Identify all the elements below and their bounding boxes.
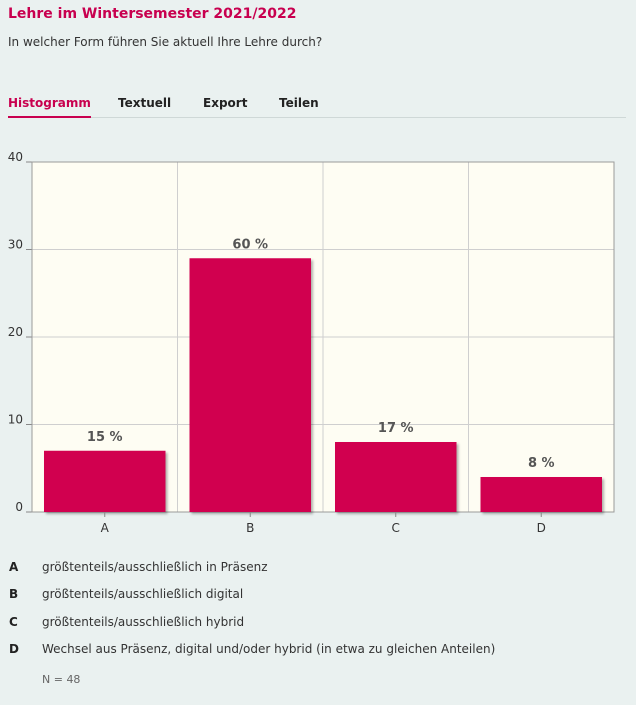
bar-data-label: 60 % — [232, 237, 268, 252]
bar — [189, 258, 311, 512]
y-tick-label: 20 — [8, 325, 23, 339]
bar — [480, 477, 602, 512]
bar — [335, 442, 457, 512]
y-tick-label: 10 — [8, 413, 23, 427]
legend-key: A — [9, 560, 19, 574]
tab-textuell[interactable]: Textuell — [118, 96, 172, 110]
tab-export[interactable]: Export — [203, 96, 248, 110]
x-tick-label: B — [246, 521, 254, 535]
histogram-chart: 0 10 20 30 40 15 % A 60 % B 17 % C 8 % D — [8, 150, 615, 535]
tab-teilen[interactable]: Teilen — [279, 96, 319, 110]
bar-data-label: 8 % — [528, 456, 555, 471]
legend-text: größtenteils/ausschließlich digital — [42, 587, 244, 602]
x-tick-label: D — [537, 521, 546, 535]
tab-histogramm[interactable]: Histogramm — [8, 96, 91, 118]
page-title: Lehre im Wintersemester 2021/2022 — [8, 6, 297, 22]
y-tick-label: 30 — [8, 238, 23, 252]
legend-text: größtenteils/ausschließlich hybrid — [42, 614, 245, 629]
legend-text: Wechsel aus Präsenz, digital und/oder hy… — [42, 641, 496, 656]
bar-data-label: 17 % — [378, 421, 414, 436]
bar — [44, 450, 166, 512]
legend-key: C — [9, 614, 18, 629]
legend-text: größtenteils/ausschließlich in Präsenz — [42, 560, 268, 574]
y-tick-label: 40 — [8, 150, 23, 164]
x-tick-label: C — [392, 521, 400, 535]
x-tick-label: A — [101, 521, 110, 535]
legend-key: B — [9, 587, 19, 602]
tab-bar: Histogramm Textuell Export Teilen — [8, 94, 626, 118]
question-text: In welcher Form führen Sie aktuell Ihre … — [8, 35, 323, 49]
y-tick-label: 0 — [15, 500, 23, 514]
plot-border — [31, 161, 615, 513]
sample-size-label: N = 48 — [42, 673, 81, 686]
bar-data-label: 15 % — [87, 430, 123, 445]
legend-key: D — [9, 641, 19, 656]
